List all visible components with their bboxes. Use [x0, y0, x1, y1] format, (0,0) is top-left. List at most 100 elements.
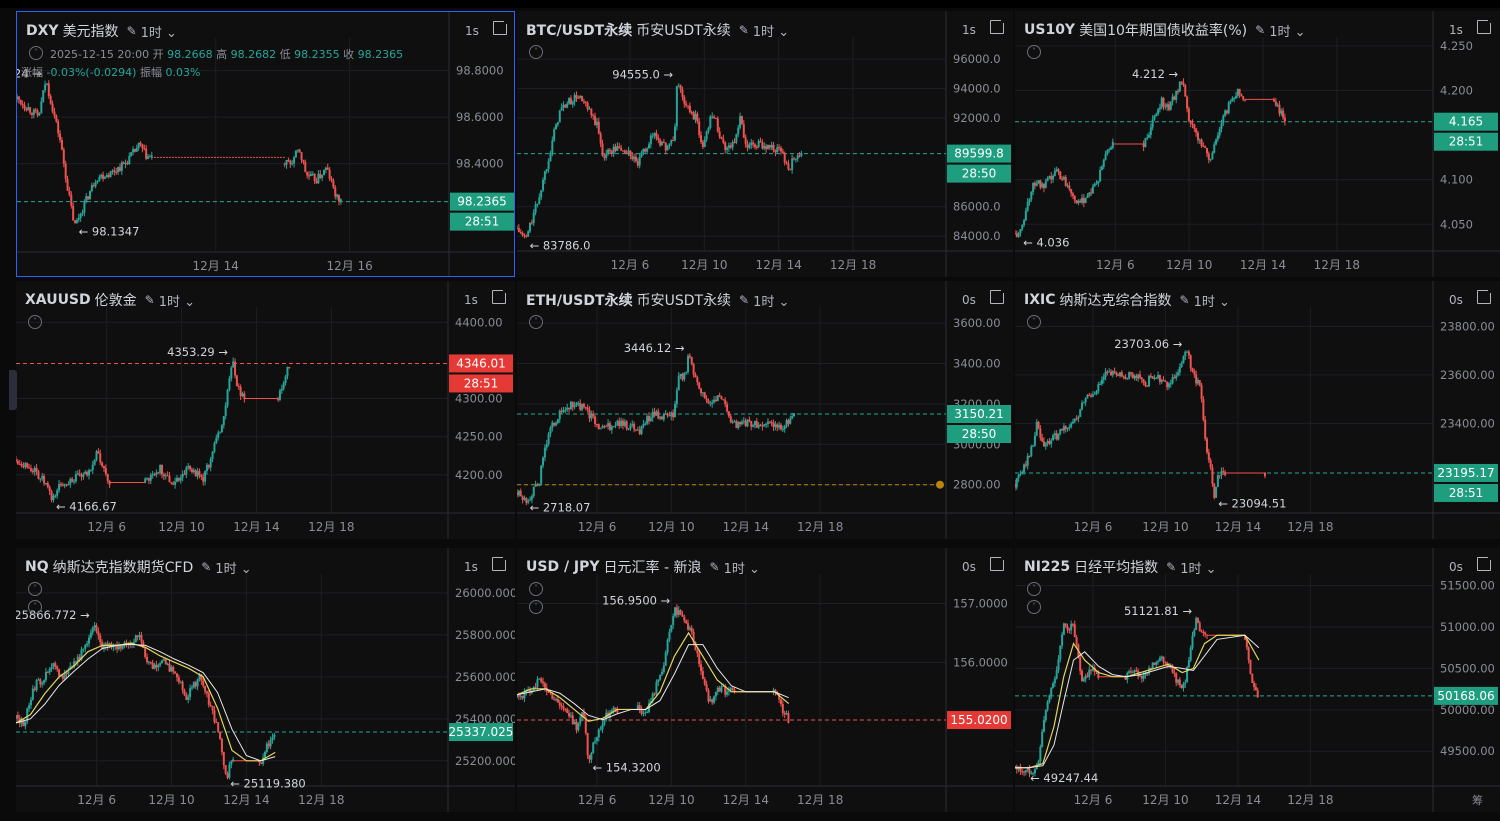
candle-body	[1095, 183, 1098, 185]
chart-panel-usd-jpy[interactable]: 157.0000 156.0000 12月 6 12月 10 12月 14 12月 18 1…	[517, 548, 1013, 812]
candle-body	[29, 107, 32, 113]
edit-icon[interactable]: ✎	[739, 293, 750, 307]
timeframe-selector[interactable]: 1时 ⌄	[159, 291, 195, 310]
chart-panel-dxy[interactable]: 98.8000 98.6000 98.4000 12月 14 12月 16 98.7624…	[16, 11, 515, 277]
edit-icon[interactable]: ✎	[126, 24, 137, 38]
collapse-indicator-icon[interactable]: ˅	[529, 45, 543, 59]
maximize-icon[interactable]	[1477, 18, 1493, 34]
edit-icon[interactable]: ✎	[144, 293, 155, 307]
candle-body	[283, 163, 286, 165]
timeframe-selector[interactable]: 1时 ⌄	[753, 21, 789, 40]
timeframe-selector[interactable]: 1时 ⌄	[724, 558, 760, 577]
chart-canvas[interactable]: 26000.000 25800.000 25600.000 25400.000 2520…	[16, 548, 515, 812]
edit-icon[interactable]: ✎	[1166, 560, 1177, 574]
candle-body	[162, 659, 165, 661]
candle-body	[594, 741, 597, 743]
candle-body	[1149, 667, 1152, 669]
y-tick-label: 92000.0	[953, 111, 1001, 125]
chart-panel-ixic[interactable]: 23800.00 23600.00 23400.00 12月 6 12月 10 12月 1…	[1015, 281, 1500, 539]
edit-icon[interactable]: ✎	[738, 23, 749, 37]
timeframe-selector[interactable]: 1时 ⌄	[141, 22, 177, 41]
candle-body	[45, 83, 48, 85]
candle-body	[688, 355, 691, 358]
candle-body	[709, 699, 712, 702]
side-panel-handle[interactable]	[9, 370, 17, 410]
symbol-label[interactable]: USD / JPY	[526, 559, 600, 575]
symbol-label[interactable]: XAUUSD	[25, 292, 91, 308]
maximize-icon[interactable]	[990, 18, 1006, 34]
chart-panel-btc-usdt-[interactable]: 96000.0 94000.0 92000.0 86000.0 84000.0 12月 6…	[517, 11, 1013, 277]
edit-icon[interactable]: ✎	[709, 560, 720, 574]
chart-canvas[interactable]: 4400.00 4300.00 4250.00 4200.00 12月 6 12月 10 1…	[16, 281, 515, 539]
candle-body	[88, 470, 91, 476]
maximize-icon[interactable]	[492, 288, 508, 304]
collapse-indicator-icon[interactable]: ˅	[529, 582, 543, 596]
symbol-label[interactable]: US10Y	[1024, 22, 1076, 38]
timeframe-selector[interactable]: 1时 ⌄	[753, 291, 789, 310]
last-price-label: 155.0200	[950, 713, 1007, 727]
chart-canvas[interactable]: 98.8000 98.6000 98.4000 12月 14 12月 16 98.7624…	[17, 12, 515, 277]
chart-canvas[interactable]: 23800.00 23600.00 23400.00 12月 6 12月 10 12月 1…	[1015, 281, 1500, 539]
candle-body	[162, 474, 165, 477]
timeframe-selector[interactable]: 1时 ⌄	[1180, 558, 1216, 577]
chart-canvas[interactable]: 96000.0 94000.0 92000.0 86000.0 84000.0 12月 6…	[517, 11, 1013, 277]
symbol-label[interactable]: ETH/USDT永续	[526, 293, 633, 309]
candle-body	[121, 645, 124, 649]
maximize-icon[interactable]	[1477, 555, 1493, 571]
edit-icon[interactable]: ✎	[1179, 293, 1190, 307]
timeframe-selector[interactable]: 1时 ⌄	[1194, 291, 1230, 310]
collapse-indicator-icon[interactable]: ˅	[529, 315, 543, 329]
chart-panel-us10y[interactable]: 4.250 4.200 4.100 4.050 12月 6 12月 10 12月 14 12月…	[1015, 11, 1500, 277]
chart-canvas[interactable]: 51500.00 51000.00 50500.00 50000.00 49500.00…	[1015, 548, 1500, 812]
edit-icon[interactable]: ✎	[201, 560, 212, 574]
chart-panel-xauusd[interactable]: 4400.00 4300.00 4250.00 4200.00 12月 6 12月 10 1…	[16, 281, 515, 539]
collapse-indicator-icon[interactable]: ˅	[29, 46, 43, 60]
collapse-indicator-icon[interactable]: ˅	[28, 315, 42, 329]
chart-panel-eth-usdt-[interactable]: 3600.00 3400.00 3200.00 3000.00 2800.00 12月 6…	[517, 281, 1013, 539]
maximize-icon[interactable]	[493, 19, 509, 35]
edit-icon[interactable]: ✎	[1255, 23, 1266, 37]
timeframe-selector[interactable]: 1时 ⌄	[215, 558, 251, 577]
alert-marker[interactable]	[936, 480, 944, 489]
chart-panel-ni225[interactable]: 51500.00 51000.00 50500.00 50000.00 49500.00…	[1015, 548, 1500, 812]
candle-body	[1178, 367, 1181, 373]
maximize-icon[interactable]	[990, 288, 1006, 304]
maximize-icon[interactable]	[492, 555, 508, 571]
collapse-indicator-icon[interactable]: ˅	[28, 582, 42, 596]
candle-body	[796, 155, 799, 159]
collapse-indicator-icon[interactable]: ˅	[1027, 600, 1041, 614]
x-tick-label: 12月 16	[326, 259, 372, 273]
symbol-label[interactable]: NQ	[25, 559, 49, 575]
chart-panel-nq[interactable]: 26000.000 25800.000 25600.000 25400.000 2520…	[16, 548, 515, 812]
x-tick-label: 12月 10	[648, 793, 694, 807]
candle-body	[711, 402, 714, 404]
candle-body	[714, 691, 717, 697]
candle-body	[1129, 372, 1132, 374]
maximize-icon[interactable]	[990, 555, 1006, 571]
bar-countdown: 1s	[962, 23, 976, 37]
symbol-label[interactable]: DXY	[26, 23, 59, 39]
candle-body	[608, 149, 611, 152]
candle-body	[1162, 97, 1165, 107]
symbol-label[interactable]: BTC/USDT永续	[526, 23, 633, 39]
candle-body	[120, 162, 123, 171]
candle-body	[1195, 618, 1198, 630]
y-tick-label: 4.250	[1440, 39, 1473, 53]
chart-canvas[interactable]: 157.0000 156.0000 12月 6 12月 10 12月 14 12月 18 1…	[517, 548, 1013, 812]
chart-canvas[interactable]: 4.250 4.200 4.100 4.050 12月 6 12月 10 12月 14 12月…	[1015, 11, 1500, 277]
collapse-indicator-icon[interactable]: ˅	[1027, 582, 1041, 596]
candle-body	[1097, 384, 1100, 392]
candle-body	[612, 146, 615, 155]
candle-body	[791, 158, 794, 170]
collapse-indicator-icon[interactable]: ˅	[529, 600, 543, 614]
collapse-indicator-icon[interactable]: ˅	[1027, 45, 1041, 59]
timeframe-selector[interactable]: 1时 ⌄	[1269, 21, 1305, 40]
maximize-icon[interactable]	[1477, 288, 1493, 304]
symbol-label[interactable]: IXIC	[1024, 292, 1056, 308]
collapse-indicator-icon[interactable]: ˅	[1027, 315, 1041, 329]
candle-body	[707, 400, 710, 404]
collapse-indicator-icon[interactable]: ˅	[28, 600, 42, 614]
symbol-label[interactable]: NI225	[1024, 559, 1071, 575]
candle-body	[763, 424, 766, 427]
